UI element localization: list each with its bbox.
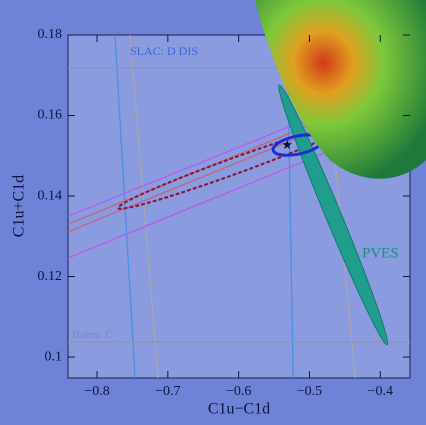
y-tick-label: 0.12	[38, 269, 63, 284]
x-axis-label: C1u−C1d	[208, 401, 270, 418]
decoration-blob	[255, 0, 426, 179]
annotation: SLAC: D DIS	[130, 44, 198, 58]
ellipse	[278, 84, 389, 346]
annotation: PVES	[362, 245, 399, 261]
constraint-line	[114, 35, 136, 378]
annotation: Bates: C	[72, 327, 113, 341]
y-axis-label: C1u+C1d	[11, 175, 28, 237]
x-tick-label: −0.4	[368, 384, 393, 399]
y-tick-label: 0.18	[38, 27, 63, 42]
y-tick-label: 0.14	[38, 188, 63, 203]
constraint-line	[129, 35, 159, 378]
x-tick-label: −0.6	[226, 384, 251, 399]
x-tick-label: −0.5	[297, 384, 322, 399]
star-point: ★	[281, 137, 293, 152]
x-tick-label: −0.8	[84, 384, 109, 399]
y-tick-label: 0.16	[38, 108, 63, 123]
y-tick-label: 0.1	[45, 349, 63, 364]
x-tick-label: −0.7	[155, 384, 180, 399]
